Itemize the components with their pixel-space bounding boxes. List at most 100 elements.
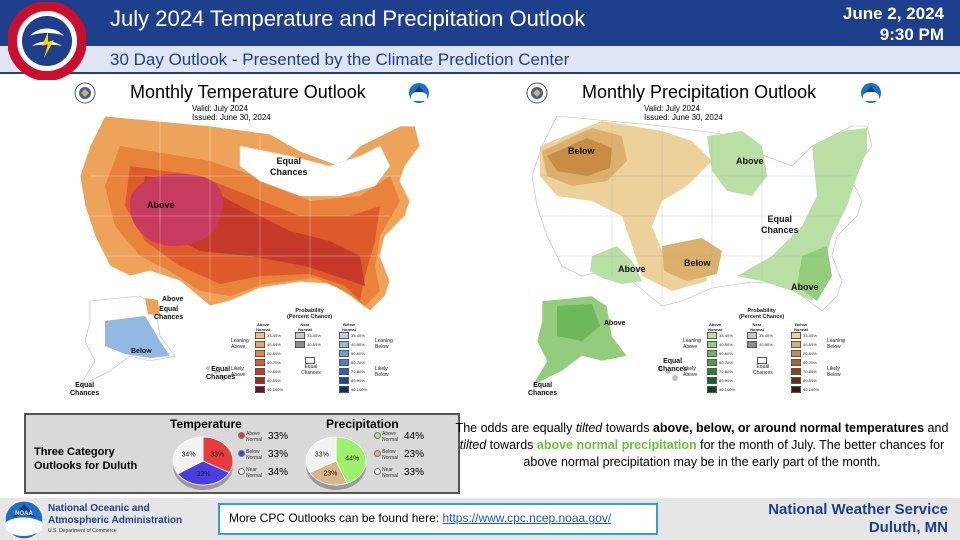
precipitation-legend-pct: 44% [404,431,425,442]
temp-below-swatch-row: 70-80% [339,368,365,375]
precip-below-south-mid [662,238,722,281]
temp-above-swatch-row: 50-60% [255,350,281,357]
temperature-map-panel: Monthly Temperature Outlook Valid: July … [60,76,450,406]
temp-below-swatch [339,377,349,384]
temperature-legend-pct: 33% [268,431,289,442]
precip-below-swatch [791,359,801,366]
precip-above-swatch-label: 60-70% [719,360,733,365]
temp-above-swatch [255,332,265,339]
precip-legend-leaning-above: Leaning Above [683,338,701,350]
temp-above-swatch-label: 80-90% [267,378,281,383]
precip-near-swatch [747,332,757,339]
temperature-legend-dot [238,432,245,439]
precip-below-swatch-row: 90-100% [791,386,819,393]
precip-above-swatch [707,377,717,384]
precip-below-swatch-row: 33-40% [791,332,817,339]
precip-legend-title: Probability (Percent Chance) [739,308,785,320]
temperature-legend: Probability (Percent Chance) Above Norma… [231,308,393,400]
duluth-outlook-label: Three Category Outlooks for Duluth [34,446,138,472]
precip-above-swatch-row: 50-60% [707,350,733,357]
temp-below-swatch-label: 80-90% [351,378,365,383]
temp-below-swatch-row: 80-90% [339,377,365,384]
precip-near-swatch-row: 33-40% [747,332,773,339]
precipitation-pie-label: 23% [323,470,337,477]
precipitation-issued: Issued: June 30, 2024 [644,113,723,122]
temperature-pie-label: 33% [197,471,211,478]
precip-below-swatch-label: 60-70% [803,360,817,365]
precip-above-swatch-label: 90-100% [719,387,736,392]
precipitation-legend-pct: 33% [404,467,425,478]
precip-above-sw [590,246,642,284]
precip-label-above-sw: Above [618,264,646,274]
precip-above-glakes [707,131,767,196]
cpc-link-text: More CPC Outlooks can be found here: htt… [229,511,612,525]
temp-above-core [129,173,224,246]
commerce-seal-icon [526,82,548,104]
precip-legend-equal-swatch [757,357,767,364]
temp-legend-equal-swatch [305,357,315,364]
temp-above-swatch [255,377,265,384]
precip-above-swatch-label: 33-40% [719,333,733,338]
temp-above-swatch-row: 40-50% [255,341,281,348]
precip-above-swatch-row: 80-90% [707,377,733,384]
precipitation-map-panel: Monthly Precipitation Outlook Valid: Jul… [512,76,902,406]
precipitation-legend-item: Below Normal 23% [374,449,444,465]
temp-label-alaska-above: Above [162,296,184,303]
commerce-seal-icon [74,82,96,104]
precip-above-swatch-row: 60-70% [707,359,733,366]
precip-below-swatch [791,332,801,339]
precipitation-legend: Probability (Percent Chance) Above Norma… [683,308,845,400]
temp-below-swatch [339,332,349,339]
temp-alaska-below [105,316,170,358]
temperature-pie-chart: 33% 33% 34% [172,436,234,490]
temp-near-swatch [295,332,305,339]
temperature-pie-heading: Temperature [170,417,242,431]
temp-above-swatch [255,368,265,375]
temp-above-swatch [255,341,265,348]
precip-alaska-inner [557,304,600,341]
temp-below-swatch [339,368,349,375]
precip-above-swatch-label: 50-60% [719,351,733,356]
temp-legend-leaning-above: Leaning Above [231,338,249,350]
temp-legend-col-below: Below Normal [342,322,356,332]
precipitation-legend-item: Near Normal 33% [374,467,444,483]
temperature-map [79,115,421,387]
temp-below-swatch-label: 70-80% [351,369,365,374]
cpc-link[interactable]: https://www.cpc.ncep.noaa.gov/ [442,511,612,525]
temp-above-swatch-label: 70-80% [267,369,281,374]
precipitation-map [531,115,873,387]
subtitle-bar [0,46,960,74]
precip-near-swatch-label: 40-50% [759,342,773,347]
temperature-pie-slice [202,436,234,474]
temp-legend-leaning-below: Leaning Below [375,338,393,350]
page-subtitle: 30 Day Outlook - Presented by the Climat… [110,50,570,69]
svg-text:NOAA: NOAA [15,511,33,517]
page-title: July 2024 Temperature and Precipitation … [110,6,586,31]
precip-label-above-glakes: Above [736,156,764,166]
precipitation-legend-pct: 23% [404,449,425,460]
precipitation-pie-slice [305,436,337,474]
precipitation-pie-slice [309,460,348,486]
precip-label-hawaii-equal: Equal Chances [658,358,688,373]
temp-below-swatch-row: 33-40% [339,332,365,339]
precipitation-pie-label: 44% [345,456,359,463]
precip-label-sw-equal: Equal Chances [528,382,558,397]
temp-near-swatch-row: 33-40% [295,332,321,339]
temp-label-above: Above [147,200,175,210]
precipitation-legend-label: Below Normal [382,449,399,461]
temp-above-swatch-row: 70-80% [255,368,281,375]
precip-below-swatch-label: 50-60% [803,351,817,356]
temp-legend-col-above: Above Normal [256,322,270,332]
temp-above-swatch-label: 33-40% [267,333,281,338]
precip-alaska [531,295,628,387]
precip-label-above-se: Above [791,282,819,292]
temp-alaska-above [145,298,160,316]
precip-legend-col-below: Below Normal [794,322,808,332]
temp-below-swatch-label: 40-50% [351,342,365,347]
precip-above-swatch-row: 90-100% [707,386,735,393]
precip-near-swatch-label: 33-40% [759,333,773,338]
noaa-seal-icon [409,83,429,103]
temp-below-swatch-label: 33-40% [351,333,365,338]
temp-below-swatch [339,386,349,393]
temp-above-swatch-label: 50-60% [267,351,281,356]
